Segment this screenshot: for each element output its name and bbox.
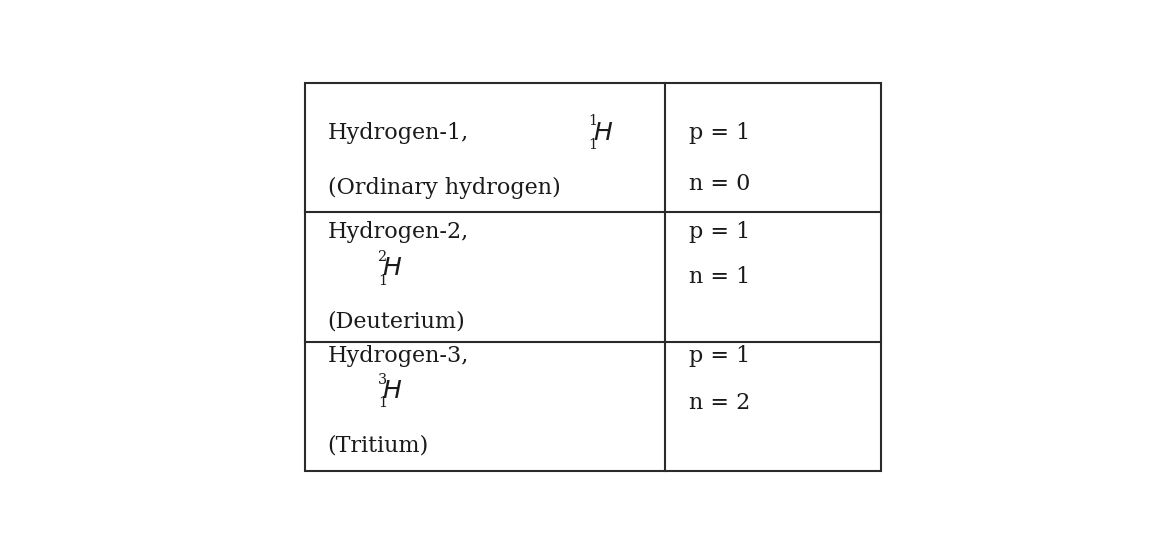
Text: 1: 1	[378, 396, 387, 410]
Text: n = 0: n = 0	[689, 173, 751, 195]
Text: p = 1: p = 1	[689, 122, 751, 144]
Text: n = 1: n = 1	[689, 266, 751, 288]
Text: (Deuterium): (Deuterium)	[327, 310, 465, 333]
Text: p = 1: p = 1	[689, 345, 751, 367]
Text: (Tritium): (Tritium)	[327, 435, 429, 456]
Text: 1: 1	[378, 273, 387, 288]
Text: Hydrogen-1,: Hydrogen-1,	[327, 122, 469, 144]
Text: 1: 1	[588, 138, 597, 152]
Text: $\mathit{H}$: $\mathit{H}$	[382, 258, 402, 281]
Text: 2: 2	[378, 250, 387, 264]
Text: 3: 3	[378, 373, 387, 386]
Text: $\mathit{H}$: $\mathit{H}$	[592, 122, 613, 145]
Text: $\mathit{H}$: $\mathit{H}$	[382, 380, 402, 403]
Bar	[304, 83, 880, 471]
Text: (Ordinary hydrogen): (Ordinary hydrogen)	[327, 176, 561, 198]
Text: n = 2: n = 2	[689, 392, 751, 414]
Text: Hydrogen-2,: Hydrogen-2,	[327, 221, 469, 243]
Text: 1: 1	[588, 115, 597, 128]
Text: Hydrogen-3,: Hydrogen-3,	[327, 345, 469, 367]
Text: p = 1: p = 1	[689, 221, 751, 243]
